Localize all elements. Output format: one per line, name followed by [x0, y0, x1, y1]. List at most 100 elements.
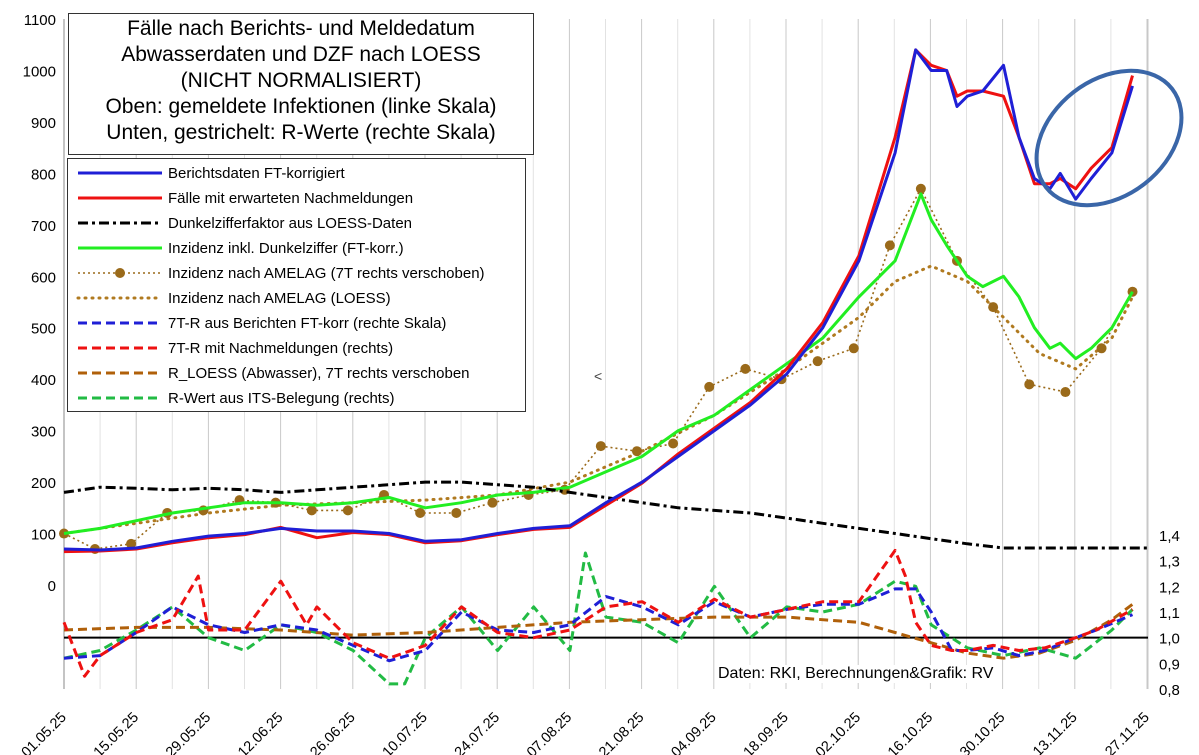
legend-item: Berichtsdaten FT-korrigiert: [76, 162, 526, 187]
series-marker: [126, 538, 137, 549]
legend-label: Inzidenz nach AMELAG (7T rechts verschob…: [168, 265, 485, 282]
series-marker: [740, 363, 751, 374]
title-line-3: (NICHT NORMALISIERT): [180, 69, 422, 92]
legend-swatch: [78, 246, 162, 250]
series-line-2: [63, 480, 1148, 550]
x-tick-label: 10.07.25: [380, 710, 431, 755]
series-layer: [59, 48, 1148, 686]
legend-item: Inzidenz nach AMELAG (7T rechts verschob…: [76, 262, 526, 287]
legend-label: Inzidenz nach AMELAG (LOESS): [168, 290, 391, 307]
series-line-9: [63, 551, 1134, 686]
series-marker: [1024, 379, 1035, 390]
x-tick-label: 13.11.25: [1030, 710, 1080, 755]
series-marker: [415, 507, 426, 518]
x-tick-label: 07.08.25: [524, 710, 575, 755]
series-marker: [915, 183, 926, 194]
series-marker: [487, 497, 498, 508]
legend-label: 7T-R aus Berichten FT-korr (rechte Skala…: [168, 315, 447, 332]
legend-item: R_LOESS (Abwasser), 7T rechts verschoben: [76, 362, 526, 387]
legend-item: 7T-R mit Nachmeldungen (rechts): [76, 337, 526, 362]
title-line-5: Unten, gestrichelt: R-Werte (rechte Skal…: [106, 121, 496, 144]
y-left-tick-labels: 0 100 200 300 400 500 600 700 800 900 1000 1100: [23, 12, 56, 595]
legend-swatch: [78, 196, 162, 200]
series-marker: [884, 240, 895, 251]
y-left-tick-label: 200: [31, 475, 56, 492]
legend-item: Inzidenz inkl. Dunkelziffer (FT-korr.): [76, 237, 526, 262]
y-left-tick-label: 600: [31, 269, 56, 286]
legend-item: Fälle mit erwarteten Nachmeldungen: [76, 187, 526, 212]
legend-swatch: [78, 321, 162, 325]
legend-item: Dunkelzifferfaktor aus LOESS-Daten: [76, 212, 526, 237]
legend: Berichtsdaten FT-korrigiert Fälle mit erw…: [67, 158, 526, 412]
legend-swatch: [78, 171, 162, 175]
legend-label: Fälle mit erwarteten Nachmeldungen: [168, 190, 414, 207]
chart-title: Fälle nach Berichts- und Meldedatum Abwa…: [68, 13, 534, 155]
x-tick-labels: 01.05.25 15.05.25 29.05.25 12.06.25 26.06.25…: [19, 710, 1153, 755]
x-tick-label: 27.11.25: [1102, 710, 1152, 755]
series-marker: [306, 505, 317, 516]
y-right-tick-label: 1,2: [1159, 579, 1180, 596]
legend-item: Inzidenz nach AMELAG (LOESS): [76, 287, 526, 312]
y-right-tick-label: 1,0: [1159, 631, 1180, 648]
legend-swatch: [78, 396, 162, 400]
series-marker: [595, 441, 606, 452]
cursor-glyph: <: [594, 368, 602, 384]
series-marker: [342, 505, 353, 516]
legend-label: 7T-R mit Nachmeldungen (rechts): [168, 340, 394, 357]
legend-swatch: [78, 371, 162, 375]
legend-label: R_LOESS (Abwasser), 7T rechts verschoben: [168, 365, 470, 382]
series-marker: [668, 438, 679, 449]
series-marker: [1096, 343, 1107, 354]
legend-item: 7T-R aus Berichten FT-korr (rechte Skala…: [76, 312, 526, 337]
y-left-tick-label: 300: [31, 424, 56, 441]
series-marker: [451, 507, 462, 518]
legend-label: Berichtsdaten FT-korrigiert: [168, 165, 345, 182]
x-tick-label: 21.08.25: [596, 710, 647, 755]
y-left-tick-label: 1100: [24, 12, 56, 29]
x-tick-label: 18.09.25: [741, 710, 792, 755]
legend-label: Dunkelzifferfaktor aus LOESS-Daten: [168, 215, 413, 232]
legend-label: Inzidenz inkl. Dunkelziffer (FT-korr.): [168, 240, 404, 257]
series-line-7: [62, 548, 1134, 678]
title-line-1: Fälle nach Berichts- und Meldedatum: [127, 17, 475, 40]
x-tick-label: 29.05.25: [163, 710, 214, 755]
y-right-tick-label: 1,1: [1159, 605, 1180, 622]
y-left-tick-label: 500: [31, 321, 56, 338]
series-marker: [988, 302, 999, 313]
x-tick-label: 04.09.25: [668, 710, 719, 755]
series-line-0: [63, 48, 1134, 552]
series-marker: [631, 446, 642, 457]
legend-swatch: [78, 268, 162, 278]
data-credit: Daten: RKI, Berechnungen&Grafik: RV: [718, 665, 994, 683]
x-tick-label: 12.06.25: [235, 710, 286, 755]
y-left-tick-label: 1000: [23, 63, 56, 80]
legend-swatch: [76, 296, 164, 300]
legend-item: R-Wert aus ITS-Belegung (rechts): [76, 387, 526, 412]
series-marker: [59, 528, 69, 539]
y-left-tick-label: 900: [31, 115, 56, 132]
annotation-layer: [1034, 68, 1184, 208]
highlight-ellipse: [1034, 68, 1184, 208]
x-tick-label: 16.10.25: [885, 710, 936, 755]
series-marker: [704, 381, 715, 392]
x-tick-label: 30.10.25: [957, 710, 1008, 755]
y-right-tick-label: 1,4: [1159, 528, 1180, 545]
x-tick-label: 26.06.25: [307, 710, 358, 755]
y-right-tick-label: 1,3: [1159, 554, 1180, 571]
series-marker: [848, 343, 859, 354]
y-left-tick-label: 700: [31, 218, 56, 235]
x-tick-label: 15.05.25: [91, 710, 142, 755]
y-left-tick-label: 400: [31, 372, 56, 389]
series-marker: [1060, 387, 1071, 398]
y-right-tick-labels: 0,8 0,9 1,0 1,1 1,2 1,3 1,4: [1159, 528, 1180, 699]
series-line-6: [63, 587, 1134, 663]
legend-label: R-Wert aus ITS-Belegung (rechts): [168, 390, 395, 407]
series-line-3: [63, 192, 1134, 535]
title-line-4: Oben: gemeldete Infektionen (linke Skala…: [105, 95, 497, 118]
y-left-tick-label: 100: [31, 527, 56, 544]
legend-swatch: [78, 346, 162, 350]
legend-swatch: [78, 221, 162, 225]
x-tick-label: 01.05.25: [19, 710, 70, 755]
y-left-tick-label: 0: [48, 578, 56, 595]
